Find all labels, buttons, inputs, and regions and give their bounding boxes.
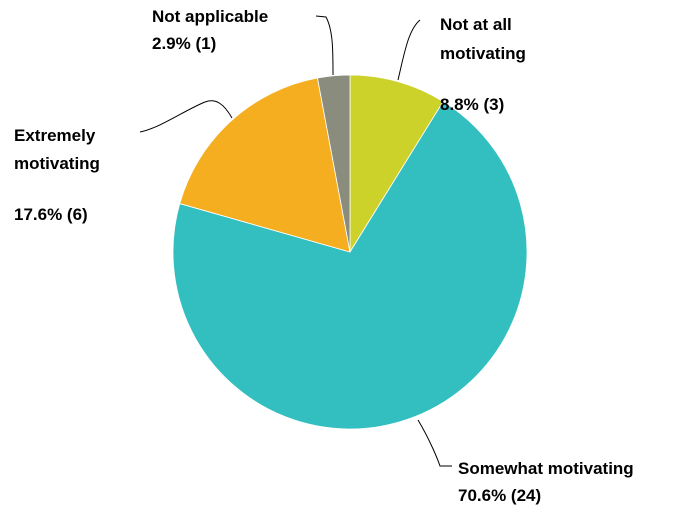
leader-line-extremely-motivating	[139, 100, 233, 133]
slice-label-line: motivating	[440, 44, 526, 63]
leader-line-somewhat-motivating	[417, 419, 452, 467]
leader-line-not-at-all-motivating	[397, 19, 421, 81]
slice-label-extremely-motivating: Extremely motivating 17.6% (6)	[14, 126, 100, 224]
slice-label-somewhat-motivating: Somewhat motivating 70.6% (24)	[458, 459, 634, 505]
slice-label-line: Not at all	[440, 15, 512, 34]
slice-label-line: Somewhat motivating	[458, 459, 634, 478]
slice-value-label: 2.9% (1)	[152, 34, 216, 53]
pie-slice-somewhat-motivating	[172, 100, 528, 430]
leader-lines-layer	[139, 15, 452, 467]
slices-layer	[172, 74, 528, 430]
slice-label-not-applicable: Not applicable 2.9% (1)	[152, 7, 268, 53]
pie-slice-not-at-all-motivating	[349, 74, 444, 254]
slice-label-not-at-all-motivating: Not at all motivating 8.8% (3)	[440, 15, 526, 114]
slice-label-line: Extremely	[14, 126, 96, 145]
slice-value-label: 8.8% (3)	[440, 95, 504, 114]
slice-value-label: 70.6% (24)	[458, 486, 541, 505]
leader-line-not-applicable	[315, 15, 334, 76]
pie-slice-not-applicable	[317, 74, 351, 253]
slice-value-label: 17.6% (6)	[14, 205, 88, 224]
slice-label-line: motivating	[14, 154, 100, 173]
slice-label-line: Not applicable	[152, 7, 268, 26]
pie-slice-extremely-motivating	[179, 77, 351, 253]
